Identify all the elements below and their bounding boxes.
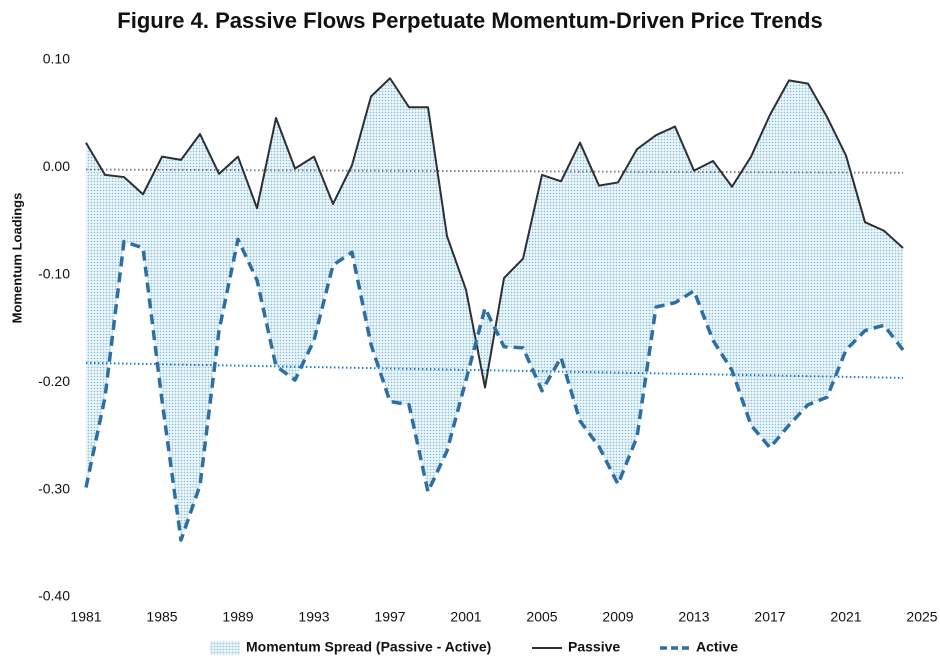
x-tick-label: 1993 [298,609,329,625]
y-tick-label: 0.00 [43,158,70,174]
x-tick-label: 2021 [830,609,861,625]
legend-swatch [210,641,240,655]
x-tick-label: 1981 [70,609,101,625]
x-tick-label: 2025 [906,609,937,625]
y-axis-title: Momentum Loadings [9,193,24,324]
y-tick-label: -0.30 [38,480,70,496]
legend-label: Momentum Spread (Passive - Active) [246,639,491,655]
y-tick-label: 0.10 [43,51,70,67]
series-line [84,237,905,542]
spread-area [86,78,903,541]
y-tick-label: -0.40 [38,588,70,604]
x-tick-label: 2013 [678,609,709,625]
trend-line [85,361,904,379]
x-tick-label: 2009 [602,609,633,625]
x-tick-label: 1989 [222,609,253,625]
x-tick-label: 1985 [146,609,177,625]
x-tick-label: 2005 [526,609,557,625]
x-tick-label: 2001 [450,609,481,625]
y-tick-label: -0.20 [38,373,70,389]
x-tick-label: 2017 [754,609,785,625]
legend-label: Active [696,639,738,655]
x-tick-label: 1997 [374,609,405,625]
legend-label: Passive [568,639,620,655]
series-line [85,77,904,389]
chart-title: Figure 4. Passive Flows Perpetuate Momen… [117,8,822,33]
y-tick-label: -0.10 [38,266,70,282]
